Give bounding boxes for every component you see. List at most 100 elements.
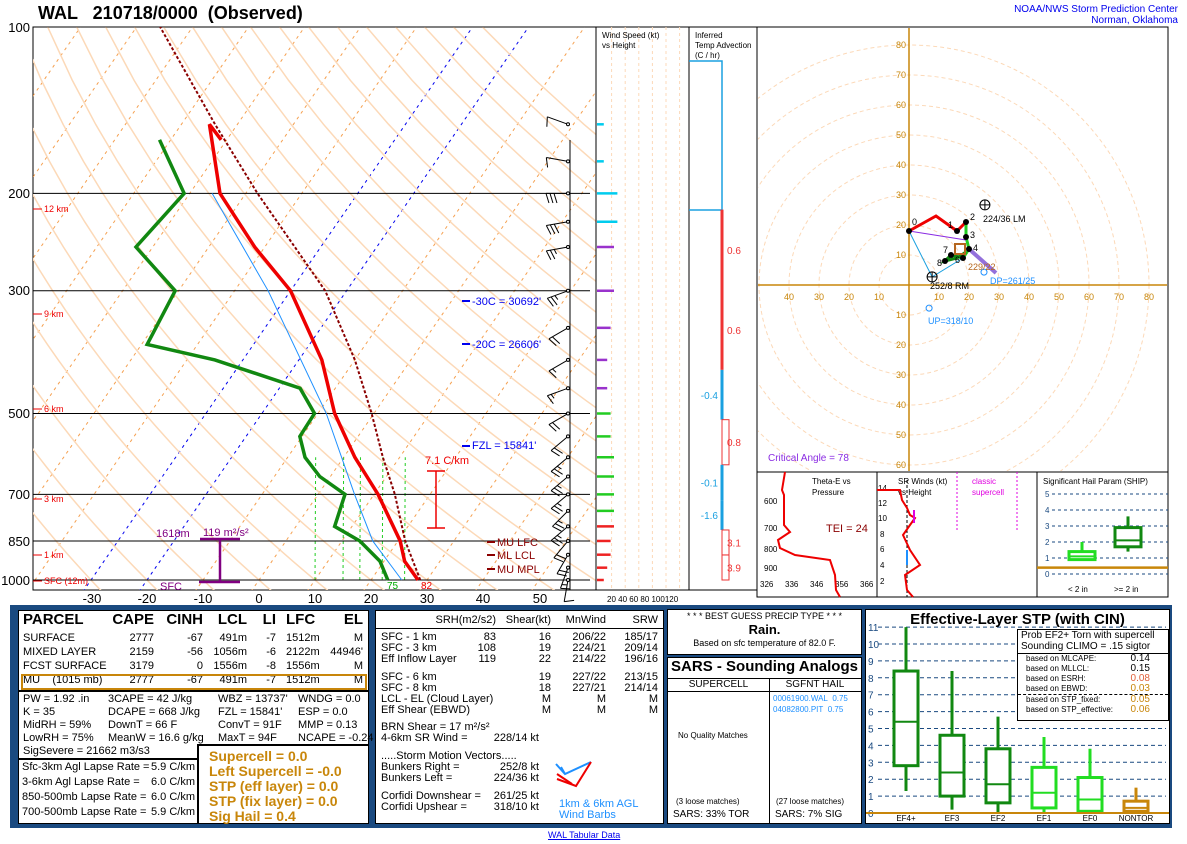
theta-e-subtitle: Pressure [812, 488, 845, 497]
t-label: 30 [420, 591, 434, 605]
parcel-cell: MIXED LAYER [23, 646, 97, 658]
prob-label: based on EBWD: [1026, 684, 1088, 693]
sr-wind-value: 228/14 kt [493, 732, 539, 744]
isotherm [33, 27, 138, 178]
height-mark-label: 4 [973, 243, 978, 253]
barb-staff [553, 540, 569, 559]
parcel-trace [159, 27, 422, 581]
hodo-trace-0-3km [908, 214, 968, 233]
index-value: K = 35 [23, 706, 56, 718]
advection-bar [721, 419, 730, 466]
stp-ytick: 2 [868, 775, 874, 786]
barb-flag [557, 534, 562, 539]
hail-match[interactable]: 04082800.PIT 0.75 [773, 704, 848, 715]
stp-ytick: 7 [868, 691, 874, 702]
barb-flag [556, 554, 566, 560]
stp-prob-row: based on STP_effective: 0.06 [1026, 705, 1168, 715]
dry-adiabat [33, 384, 215, 590]
parcel-header: LFC [286, 611, 316, 628]
kinematic-row-label: Eff Inflow Layer [381, 653, 457, 665]
barb-flag [554, 295, 559, 300]
tabular-data-link[interactable]: WAL Tabular Data [548, 830, 621, 840]
kinematic-header: SRH(m2/s2) [435, 614, 496, 626]
wind-barb [548, 357, 570, 379]
wind-barb [550, 524, 570, 547]
barb-staff [550, 493, 569, 509]
composite-index: Supercell = 0.0 [209, 748, 308, 764]
wind-barb [560, 565, 571, 590]
p-label-850: 850 [8, 534, 30, 549]
wind-barb [546, 116, 570, 127]
wind-barb [556, 552, 570, 577]
dry-adiabat [191, 27, 596, 442]
sr-winds-subtitle: vs Height [898, 488, 932, 497]
wind-barb [550, 455, 570, 478]
sr-ytick: 8 [880, 530, 885, 539]
advection-value: 3.9 [727, 563, 741, 574]
stp-box [1030, 765, 1058, 810]
isotherm [33, 27, 306, 422]
kinematic-value: 196/16 [624, 653, 658, 665]
barb-base [566, 492, 570, 497]
kinematics-box: SRH(m2/s2) Shear(kt) MnWind SRW SFC - 1 km 83… [375, 610, 664, 824]
dry-adiabat [33, 321, 272, 590]
storm-motion-label: Corfidi Downshear = [381, 790, 481, 802]
hail-match[interactable]: 00061900.WAL 0.75 [773, 693, 848, 704]
match-score: 0.75 [832, 694, 848, 703]
theta-e-xtick: 326 [760, 580, 774, 589]
kinematic-value: M [541, 704, 551, 716]
wind-barbs [545, 116, 575, 603]
sig-severe: SigSevere = 21662 m3/s3 [23, 745, 150, 757]
barb-flag [550, 540, 560, 547]
wind-barb [545, 219, 570, 235]
sr-ytick: 6 [880, 545, 885, 554]
barb-base [566, 159, 570, 164]
hodo-ring-label: 40 [896, 400, 906, 410]
wind-barb [548, 325, 570, 346]
barb-staff [547, 116, 569, 125]
height-mark-label: 7 [943, 245, 948, 255]
prob-label: based on MLLCL: [1026, 664, 1090, 673]
theta-e-panel: Theta-E vs Pressure TEI = 24 600 700 800… [756, 471, 878, 598]
hodo-ring-label: 80 [896, 40, 906, 50]
t-label: 50 [533, 591, 547, 605]
hodo-ring-label: 40 [896, 160, 906, 170]
parcel-cell: 1556m [213, 660, 247, 672]
supercell-loose: (3 loose matches) [676, 797, 740, 806]
parcel-cell: 491m [219, 674, 247, 686]
barb-base [566, 578, 570, 582]
stp-ytick: 1 [868, 792, 874, 803]
kinematic-value: 19 [538, 642, 551, 654]
storm-motion-label: Bunkers Right = [381, 761, 460, 773]
lapse-label: 3-6km Agl Lapse Rate = [22, 776, 140, 788]
hodo-ring-label: 20 [896, 220, 906, 230]
isotherm [419, 334, 596, 590]
kinematic-value: 214/14 [624, 682, 658, 694]
wind-speed-subtitle: vs Height [602, 41, 636, 50]
storm-motion-cross [927, 271, 938, 282]
height-mark-label: 8 [937, 258, 942, 268]
barb-base [566, 245, 570, 250]
isotherm [33, 27, 418, 584]
sr-winds-panel: SR Winds (kt) vs Height classic supercel… [876, 471, 1038, 598]
barb-base [566, 191, 570, 196]
index-value: ESP = 0.0 [298, 706, 348, 718]
parcel-header: LI [262, 611, 276, 628]
barb-staff [547, 387, 569, 397]
hodo-ring-label: 50 [1054, 292, 1064, 302]
index-value: PW = 1.92 .in [23, 693, 90, 705]
stp-box: 0 1 2 3 4 5 6 7 8 9 10 11 EF4+ EF3 EF2 EF1 EF0 NONTOR Eff… [865, 609, 1170, 824]
height-label: 12 km [44, 204, 69, 214]
stp-category: NONTOR [1119, 814, 1154, 823]
theta-e-xtick: 356 [835, 580, 849, 589]
temperature-trace [207, 123, 420, 582]
parcel-cell: -8 [266, 660, 276, 672]
barb-flag [548, 338, 557, 346]
barb-staff [548, 413, 569, 425]
isotherm [83, 27, 474, 590]
dry-adiabat [33, 512, 102, 590]
isotherm [475, 415, 596, 590]
barb-staff [546, 246, 569, 252]
dry-adiabat [33, 58, 499, 590]
dry-adiabat [307, 27, 596, 314]
